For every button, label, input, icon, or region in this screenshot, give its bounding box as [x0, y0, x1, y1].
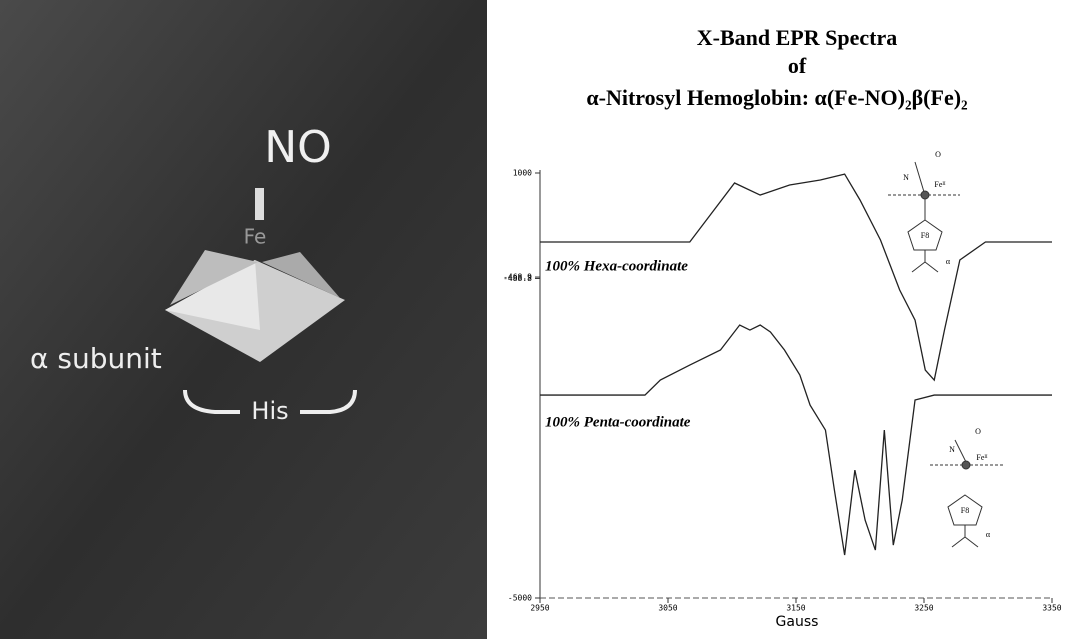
figure: NO Fe α subunit His X-Band EPR Spectra o… — [0, 0, 1071, 639]
x-tick-label: 3350 — [1042, 604, 1061, 613]
x-tick-label: 3050 — [658, 604, 677, 613]
inset-label: F8 — [921, 231, 929, 240]
inset-label: N — [949, 445, 955, 454]
annotation: 100% Penta-coordinate — [545, 414, 691, 430]
spectrum-line — [540, 174, 1052, 380]
inset-label: Feᴵᴵ — [976, 453, 988, 462]
y-tick-label: -488.8 — [503, 274, 532, 283]
x-axis-label: Gauss — [776, 614, 819, 630]
annotation: 100% Hexa-coordinate — [545, 258, 688, 274]
inset-label: Feᴵᴵ — [934, 180, 946, 189]
y-tick-label: -5000 — [508, 594, 532, 603]
title: X-Band EPR Spectra — [697, 25, 897, 50]
x-tick-label: 3150 — [786, 604, 805, 613]
inset-hexa — [888, 162, 960, 272]
inset-penta — [930, 440, 1005, 547]
inset-label: O — [935, 150, 941, 159]
inset-label: F8 — [961, 506, 969, 515]
inset-label: N — [903, 173, 909, 182]
subunit-label: α subunit — [30, 342, 162, 375]
x-tick-label: 2950 — [530, 604, 549, 613]
no-label: NO — [264, 122, 332, 173]
title: α-Nitrosyl Hemoglobin: α(Fe-NO)₂β(Fe)₂ — [586, 85, 968, 110]
page: NO Fe α subunit His X-Band EPR Spectra o… — [0, 0, 1071, 639]
inset-label: O — [975, 427, 981, 436]
fe-label: Fe — [244, 225, 267, 249]
x-tick-label: 3250 — [914, 604, 933, 613]
inset-label: α — [986, 530, 991, 539]
y-tick-label: 1000 — [513, 169, 532, 178]
title: of — [788, 53, 807, 78]
his-label: His — [251, 397, 288, 425]
spectrum-line — [540, 325, 1052, 555]
bond-line — [255, 188, 264, 220]
inset-label: α — [946, 257, 951, 266]
